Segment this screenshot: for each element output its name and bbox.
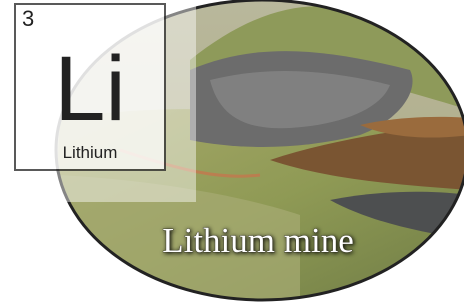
- page: 3 Li Lithium Lithium mine (() => { const…: [0, 0, 464, 305]
- caption: Lithium mine: [162, 221, 354, 260]
- element-symbol: Li: [54, 38, 126, 140]
- element-name: Lithium: [63, 143, 118, 162]
- scene: 3 Li Lithium Lithium mine: [0, 0, 464, 305]
- atomic-number: 3: [22, 6, 34, 31]
